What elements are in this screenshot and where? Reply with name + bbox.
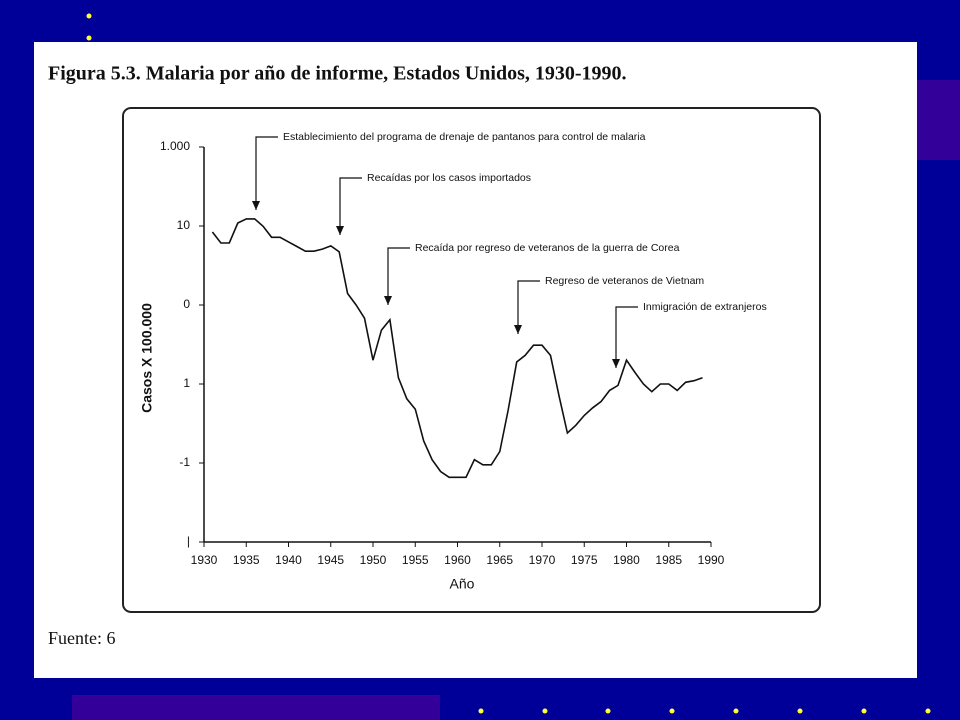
arrow-head <box>384 296 392 305</box>
x-tick-label: 1985 <box>655 553 682 567</box>
x-axis-label: Año <box>450 576 475 592</box>
x-tick-label: 1930 <box>191 553 218 567</box>
x-tick-label: 1970 <box>529 553 556 567</box>
annotation-arrow <box>615 306 638 368</box>
arrow-head <box>252 201 260 210</box>
x-tick-label: 1975 <box>571 553 598 567</box>
y-tick-label: 1 <box>183 376 190 390</box>
x-tick-label: 1960 <box>444 553 471 567</box>
x-tick-label: 1935 <box>233 553 260 567</box>
x-tick-label: 1940 <box>275 553 302 567</box>
annotation: Inmigración de extranjeros <box>643 301 767 313</box>
arrow-head <box>514 325 522 334</box>
x-tick-label: 1980 <box>613 553 640 567</box>
y-tick-label: 1.000 <box>160 139 190 153</box>
annotation-arrow <box>517 280 540 334</box>
arrow-head <box>612 359 620 368</box>
annotation: Recaída por regreso de veteranos de la g… <box>415 242 680 254</box>
annotation: Establecimiento del programa de drenaje … <box>283 131 646 143</box>
annotation: Recaídas por los casos importados <box>367 172 531 184</box>
y-tick-label: | <box>187 534 190 548</box>
annotation-arrow <box>255 136 278 210</box>
x-tick-label: 1945 <box>317 553 344 567</box>
decor-block <box>917 80 960 160</box>
x-tick-label: 1955 <box>402 553 429 567</box>
annotation: Regreso de veteranos de Vietnam <box>545 275 704 287</box>
x-tick-label: 1950 <box>360 553 387 567</box>
chart-frame <box>122 107 821 613</box>
decor-block <box>72 695 440 720</box>
x-tick-label: 1990 <box>698 553 725 567</box>
annotation-arrow <box>339 177 362 235</box>
source: Fuente: 6 <box>48 628 116 648</box>
y-axis-label: Casos X 100.000 <box>139 303 155 413</box>
decor-dots <box>86 13 931 714</box>
y-tick-label: 10 <box>177 218 191 232</box>
y-tick-label: -1 <box>179 455 190 469</box>
figure-panel <box>34 42 917 678</box>
x-tick-label: 1965 <box>486 553 513 567</box>
figure-title: Figura 5.3. Malaria por año de informe, … <box>48 63 627 85</box>
arrow-head <box>336 226 344 235</box>
data-line <box>211 218 703 479</box>
y-tick-label: 0 <box>183 297 190 311</box>
annotation-arrow <box>387 247 410 305</box>
